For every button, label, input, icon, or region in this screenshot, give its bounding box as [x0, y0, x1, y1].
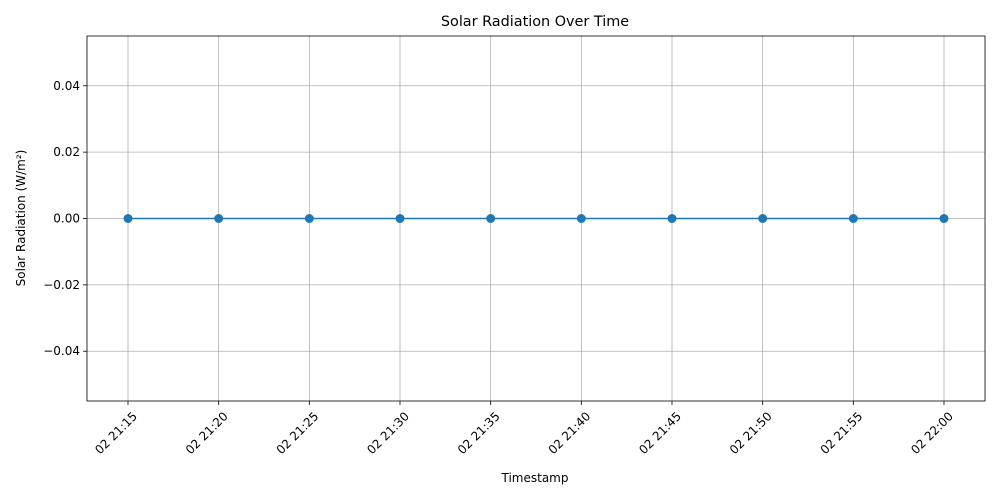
y-axis: −0.04 −0.02 0.00 0.02 0.04 [43, 79, 87, 358]
data-point [576, 214, 586, 223]
x-tick-label: 02 21:45 [636, 409, 684, 457]
x-tick-label: 02 21:50 [727, 409, 775, 457]
y-tick-label: 0.02 [53, 145, 80, 159]
x-tick-label: 02 21:25 [274, 409, 322, 457]
data-point [848, 214, 858, 223]
x-tick-label: 02 21:55 [818, 409, 866, 457]
y-tick-label: 0.00 [53, 212, 80, 226]
y-tick-label: 0.04 [53, 79, 80, 93]
data-point [939, 214, 949, 223]
x-axis: 02 21:15 02 21:20 02 21:25 02 21:30 02 21:35… [92, 401, 956, 457]
data-point [758, 214, 768, 223]
data-point [304, 214, 314, 223]
x-tick-label: 02 21:15 [92, 409, 140, 457]
data-point [486, 214, 496, 223]
data-point [667, 214, 677, 223]
data-point [123, 214, 133, 223]
x-tick-label: 02 21:20 [183, 409, 231, 457]
series-layer [123, 214, 949, 223]
data-point [214, 214, 224, 223]
data-point [395, 214, 405, 223]
x-tick-label: 02 21:40 [546, 409, 594, 457]
chart-title: Solar Radiation Over Time [441, 14, 629, 30]
y-tick-label: −0.02 [43, 278, 80, 292]
x-tick-label: 02 22:00 [908, 409, 956, 457]
y-axis-title: Solar Radiation (W/m²) [14, 150, 28, 287]
x-axis-title: Timestamp [501, 471, 569, 485]
x-tick-label: 02 21:30 [364, 409, 412, 457]
x-tick-label: 02 21:35 [455, 409, 503, 457]
y-tick-label: −0.04 [43, 344, 80, 358]
